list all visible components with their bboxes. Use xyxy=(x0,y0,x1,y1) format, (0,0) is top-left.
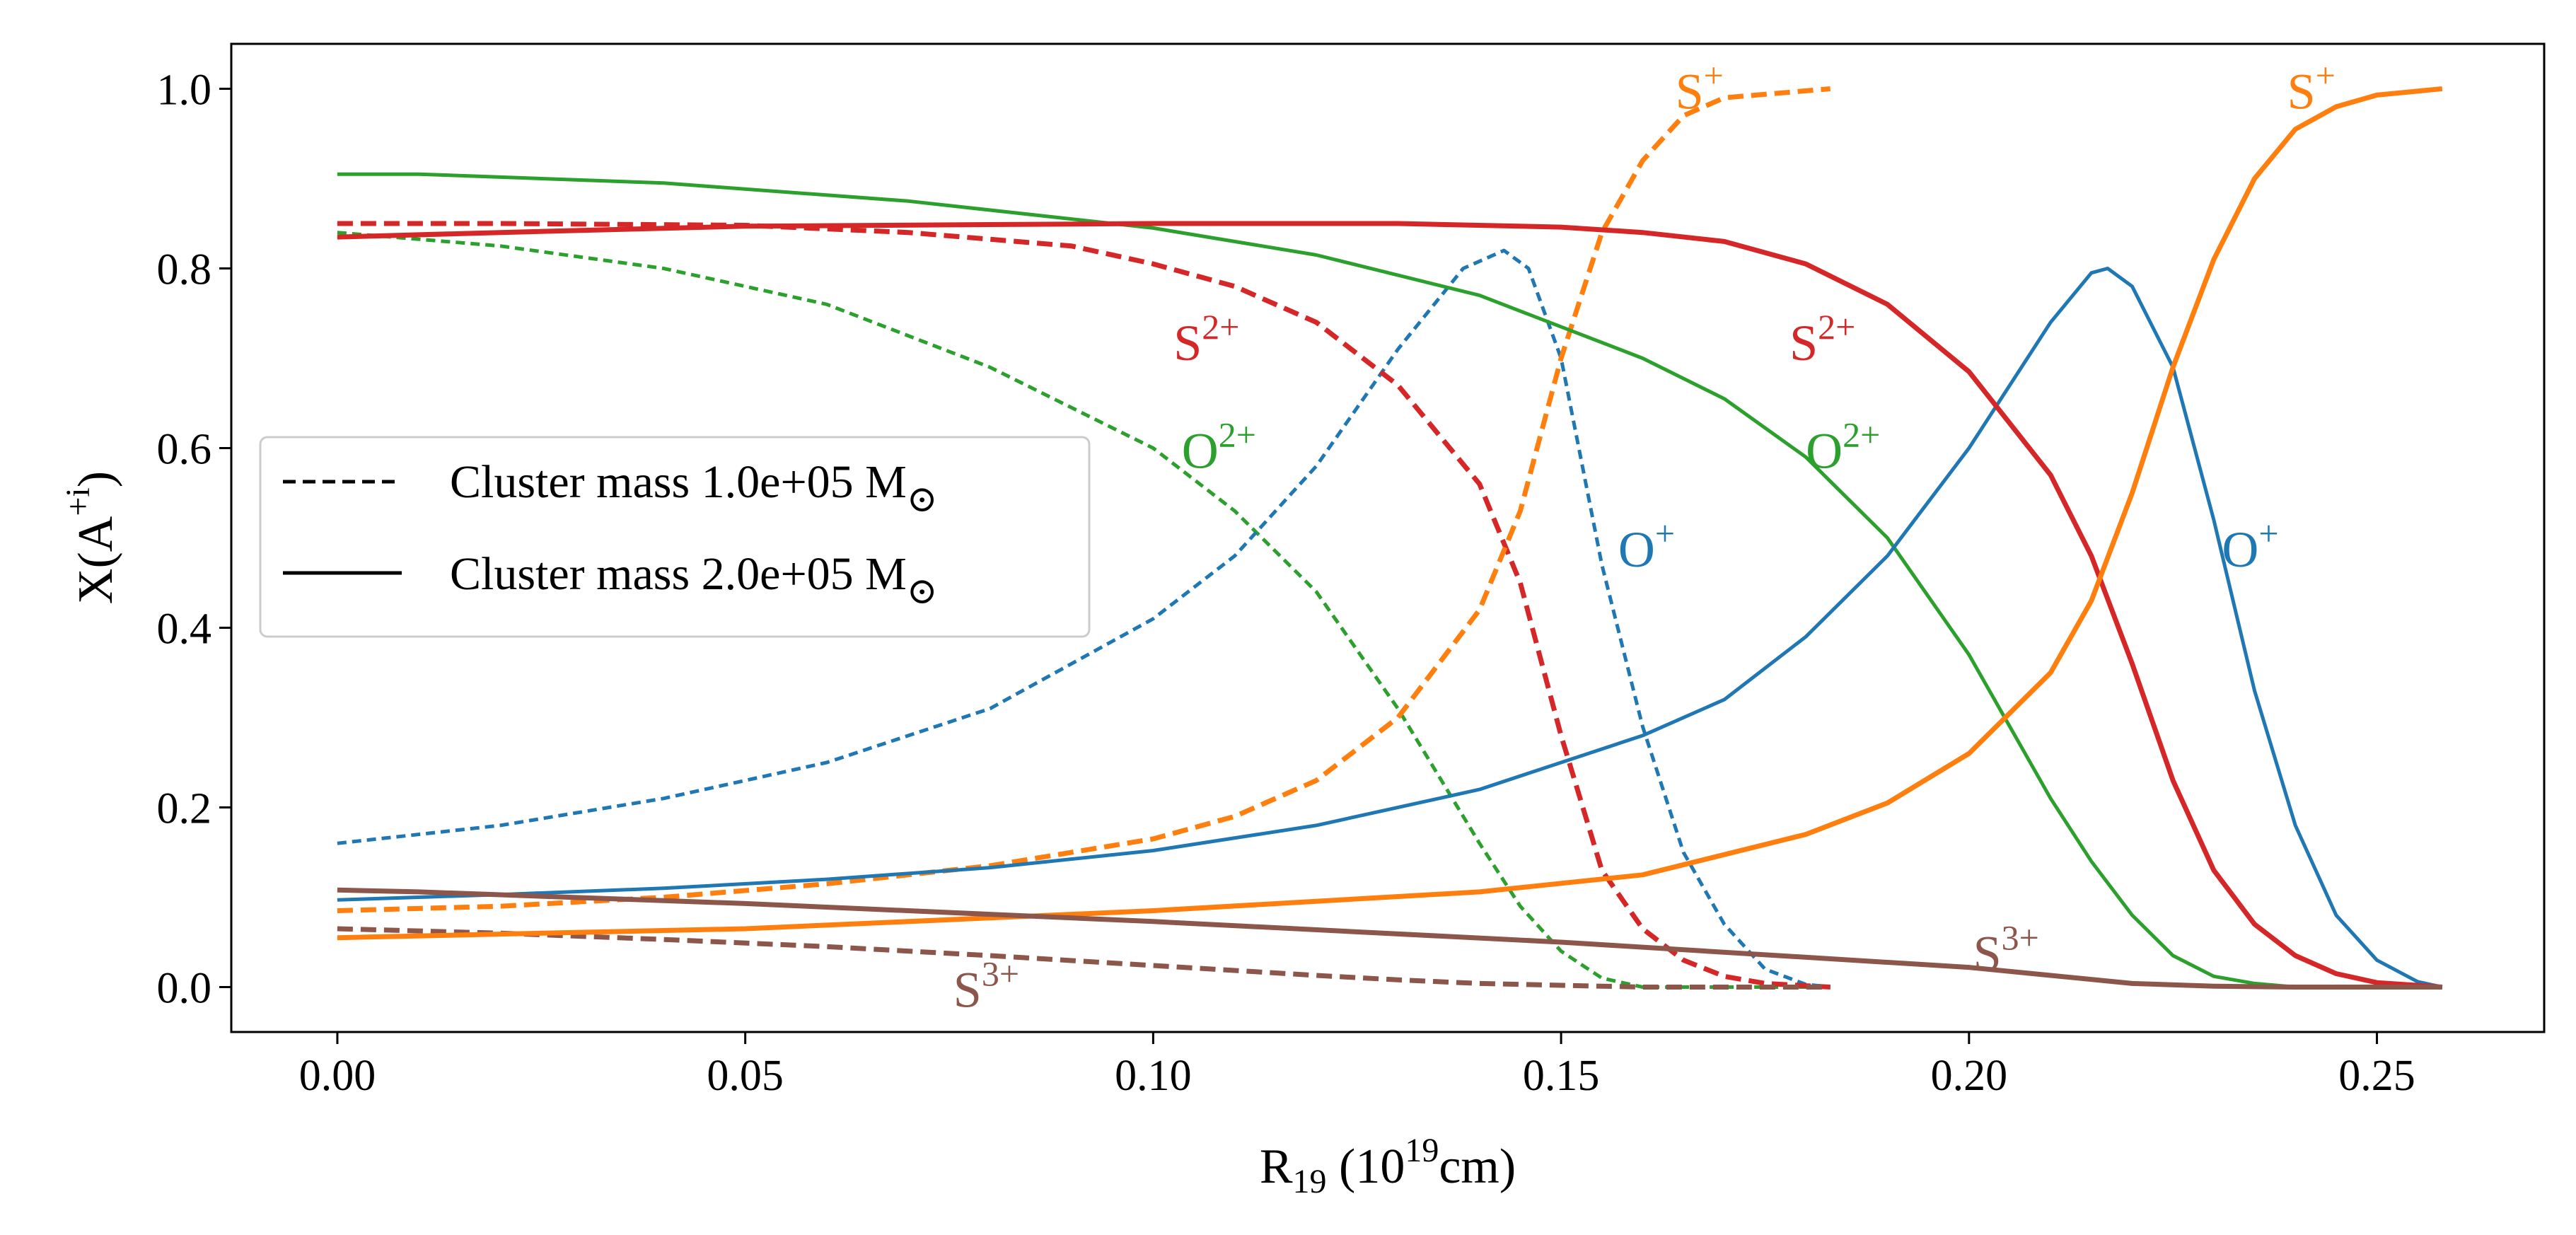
y-axis-label-close: ) xyxy=(69,471,123,487)
annotation-layer: S+ S+ S2+ S2+ O2+ O2+ O+ O+ S3+ S3+ xyxy=(953,56,2336,1019)
x-tick-label: 0.10 xyxy=(1115,1052,1192,1100)
series-line-s2-1-0e-05 xyxy=(337,221,1831,990)
y-tick-label: 0.6 xyxy=(157,426,212,474)
ion-label-s3plus: S3+ xyxy=(1973,918,2039,982)
legend-label-dashed: Cluster mass 1.0e+05 M⊙ xyxy=(450,456,937,520)
legend-label-solid-sun: ⊙ xyxy=(907,572,938,612)
legend: Cluster mass 1.0e+05 M⊙ Cluster mass 2.0… xyxy=(259,436,1091,638)
x-tick-label: 0.05 xyxy=(707,1052,784,1100)
ion-label-o2plus: O2+ xyxy=(1182,415,1256,480)
x-axis-label: R19 (1019cm) xyxy=(1260,1132,1516,1200)
legend-label-solid-text: Cluster mass 2.0e+05 M xyxy=(450,548,907,600)
ion-label-splus: S+ xyxy=(2287,56,2336,120)
ion-label-o2plus: O2+ xyxy=(1806,415,1880,480)
plot-frame xyxy=(230,42,2546,1033)
series-line-s-1-0e-05 xyxy=(337,86,1831,913)
y-axis-ticks: 0.0 0.2 0.4 0.6 0.8 1.0 xyxy=(157,66,231,1013)
y-tick-label: 1.0 xyxy=(157,66,212,115)
ion-label-oplus: O+ xyxy=(1618,514,1675,578)
x-axis-label-open: (10 xyxy=(1327,1140,1405,1194)
series-line-o2-2-0e-05 xyxy=(337,172,2442,989)
x-axis-label-close: cm) xyxy=(1439,1140,1516,1194)
y-tick-label: 0.0 xyxy=(157,965,212,1013)
x-tick-label: 0.20 xyxy=(1931,1052,2008,1100)
y-tick-label: 0.2 xyxy=(157,785,212,833)
y-axis-label-main: X(A xyxy=(69,516,123,604)
legend-label-solid: Cluster mass 2.0e+05 M⊙ xyxy=(450,548,937,612)
series-line-o-2-0e-05 xyxy=(337,267,2443,989)
y-tick-label: 0.8 xyxy=(157,246,212,294)
legend-box xyxy=(259,436,1091,638)
series-line-s-2-0e-05 xyxy=(337,86,2443,941)
series-line-s3-1-0e-05 xyxy=(337,926,1831,990)
x-axis-label-sub: 19 xyxy=(1293,1163,1327,1200)
y-axis-label: X(A+i) xyxy=(59,471,123,604)
x-tick-label: 0.25 xyxy=(2338,1052,2415,1100)
y-axis-label-sup: +i xyxy=(59,487,97,516)
series-line-s3-2-0e-05 xyxy=(337,887,2442,990)
x-axis-label-sup: 19 xyxy=(1405,1132,1439,1169)
x-tick-label: 0.00 xyxy=(299,1052,376,1100)
y-tick-label: 0.4 xyxy=(157,605,212,654)
series-line-s2-2-0e-05 xyxy=(337,221,2443,990)
x-axis-label-main: R xyxy=(1260,1140,1293,1194)
ion-label-splus: S+ xyxy=(1676,56,1724,120)
ion-label-s2plus: S2+ xyxy=(1173,307,1239,371)
series-line-o2-1-0e-05 xyxy=(337,231,1831,989)
x-tick-label: 0.15 xyxy=(1523,1052,1600,1100)
legend-label-dashed-text: Cluster mass 1.0e+05 M xyxy=(450,456,907,508)
series-layer xyxy=(337,86,2443,990)
ion-label-oplus: O+ xyxy=(2222,514,2278,578)
ion-label-s3plus: S3+ xyxy=(953,954,1019,1019)
series-line-o-1-0e-05 xyxy=(337,248,1831,989)
ion-label-s2plus: S2+ xyxy=(1789,307,1855,371)
legend-label-dashed-sun: ⊙ xyxy=(907,480,938,520)
x-axis-ticks: 0.00 0.05 0.10 0.15 0.20 0.25 xyxy=(299,1032,2415,1100)
